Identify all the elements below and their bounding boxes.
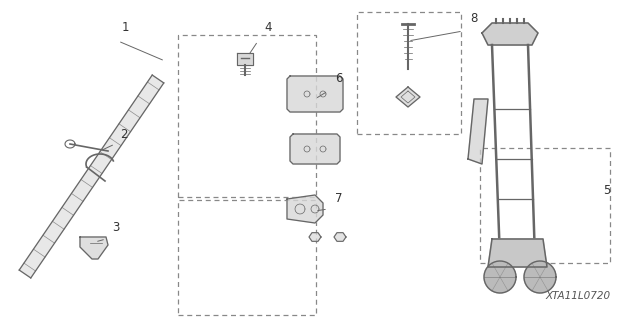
- Bar: [178, 200, 316, 315]
- Bar: [357, 12, 461, 134]
- Text: XTA11L0720: XTA11L0720: [545, 291, 610, 301]
- Polygon shape: [484, 261, 516, 293]
- Polygon shape: [482, 23, 538, 45]
- Polygon shape: [287, 195, 323, 223]
- Polygon shape: [334, 233, 346, 241]
- Polygon shape: [468, 99, 488, 164]
- Polygon shape: [287, 76, 343, 112]
- Text: 3: 3: [112, 221, 120, 234]
- Text: 6: 6: [335, 72, 342, 85]
- Polygon shape: [290, 134, 340, 164]
- Polygon shape: [309, 233, 321, 241]
- Text: 1: 1: [122, 21, 129, 34]
- Text: 2: 2: [120, 128, 127, 141]
- Polygon shape: [488, 239, 547, 267]
- Text: 8: 8: [470, 12, 477, 25]
- Text: 7: 7: [335, 192, 342, 205]
- Polygon shape: [396, 87, 420, 107]
- Text: 5: 5: [603, 184, 611, 197]
- Polygon shape: [237, 53, 253, 65]
- Bar: [178, 35, 316, 197]
- Bar: [480, 148, 610, 263]
- Text: 4: 4: [264, 21, 271, 34]
- Polygon shape: [524, 261, 556, 293]
- Polygon shape: [80, 237, 108, 259]
- Polygon shape: [19, 75, 164, 278]
